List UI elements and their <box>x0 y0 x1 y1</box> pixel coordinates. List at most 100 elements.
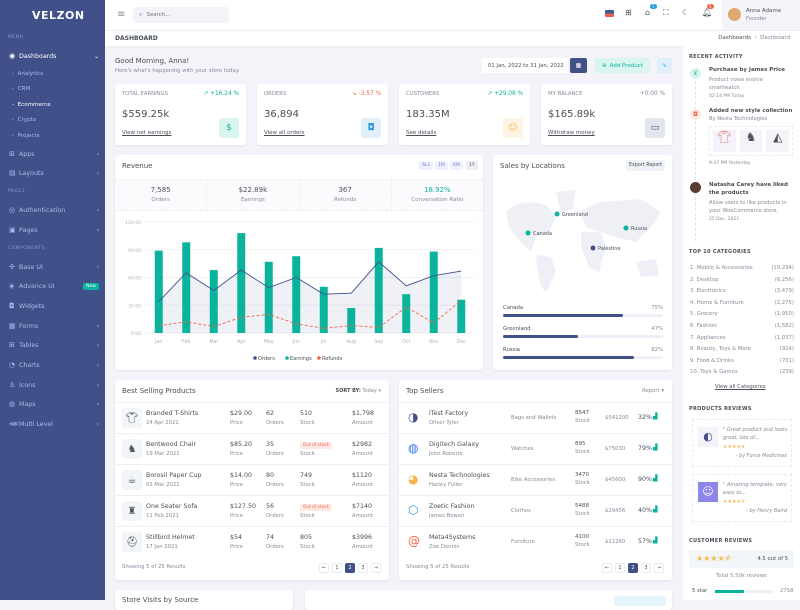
tshirt-image[interactable]: 👚︎ <box>713 130 736 152</box>
sidebar-item-forms[interactable]: ▦ Forms › <box>9 320 99 332</box>
sidebar-item-charts[interactable]: ◔ Charts › <box>9 359 99 371</box>
category-item[interactable]: 7. Appliances (1,037) <box>690 335 794 341</box>
sidebar-sub-crm[interactable]: - CRM <box>12 86 31 92</box>
sidebar-item-advance-ui[interactable]: ◈ Advance UI New <box>9 280 99 292</box>
category-item[interactable]: 10. Toys & Games (239) <box>690 369 794 375</box>
category-item[interactable]: 5. Grocery (1,950) <box>690 311 794 317</box>
marker-canada[interactable] <box>525 230 531 236</box>
page-button[interactable]: → <box>654 563 664 573</box>
page-button[interactable]: 3 <box>358 563 368 573</box>
sidebar-item-widgets[interactable]: ◘ Widgets <box>9 300 99 312</box>
chair-image[interactable]: ♞ <box>739 130 763 152</box>
report-dropdown[interactable]: Report ▾ <box>642 388 664 394</box>
stat-link[interactable]: View all orders <box>264 130 305 136</box>
apps-grid-icon[interactable]: ⊞ <box>625 8 632 17</box>
filter-1m[interactable]: 1M <box>435 161 448 170</box>
earnings-bar[interactable] <box>209 270 218 333</box>
sidebar-item-layouts[interactable]: ▤ Layouts › <box>9 167 99 179</box>
product-row[interactable]: ♞ Bentwood Chair 19 Mar 2021 $85.20 Price 35 O… <box>115 433 389 464</box>
sort-dropdown[interactable]: SORT BY: Today ▾ <box>335 388 381 394</box>
fullscreen-icon[interactable]: ⛶ <box>663 8 669 17</box>
sidebar-item-apps[interactable]: ⊞ Apps › <box>9 148 99 160</box>
product-name[interactable]: Bentwood Chair <box>146 441 197 448</box>
sidebar-item-authentication[interactable]: ◎ Authentication › <box>9 204 99 216</box>
sidebar-sub-crypto[interactable]: - Crypto <box>12 117 37 123</box>
seller-row[interactable]: ◍ Digitech Galaxy John Roberts Watches 895 St… <box>399 433 672 464</box>
seller-name[interactable]: Digitech Galaxy <box>429 441 479 448</box>
menu-toggle-icon[interactable]: ≡ <box>117 9 126 20</box>
seller-row[interactable]: @ Meta4Systems Zoe Dennis Furniture 4100 Stoc… <box>399 526 672 557</box>
earnings-bar[interactable] <box>237 233 246 333</box>
earnings-bar[interactable] <box>457 299 466 333</box>
seller-name[interactable]: Zoetic Fashion <box>429 503 475 510</box>
page-button[interactable]: ← <box>319 563 329 573</box>
earnings-bar[interactable] <box>154 250 163 333</box>
page-button[interactable]: 2 <box>628 563 638 573</box>
us-flag-icon[interactable] <box>605 10 614 17</box>
category-item[interactable]: 3. Electronics (3,479) <box>690 288 794 294</box>
sidebar-sub-ecommerce[interactable]: - Ecommerce <box>12 102 51 108</box>
earnings-bar[interactable] <box>429 251 438 333</box>
activity-toggle-icon[interactable]: ∿ <box>657 58 672 73</box>
product-name[interactable]: Borosil Paper Cup <box>146 472 202 479</box>
bell-icon[interactable]: 🔔︎ <box>702 8 713 17</box>
seller-row[interactable]: ◕ Nesta Technologies Harley Fuller Bike Acc… <box>399 464 672 495</box>
stat-link[interactable]: See details <box>406 130 437 136</box>
product-name[interactable]: One Seater Sofa <box>146 503 198 510</box>
sidebar-item-icons[interactable]: ♙ Icons › <box>9 379 99 391</box>
seller-name[interactable]: Nesta Technologies <box>429 472 490 479</box>
product-row[interactable]: ♜ One Seater Sofa 11 Feb 2021 $127.50 Price 5… <box>115 495 389 526</box>
seller-name[interactable]: Meta4Systems <box>429 534 476 541</box>
marker-russia[interactable] <box>623 225 629 231</box>
calendar-icon[interactable]: ▦ <box>570 58 587 73</box>
category-item[interactable]: 6. Fashion (1,582) <box>690 323 794 329</box>
sidebar-item-multi-level[interactable]: ⋘ Multi Level › <box>9 418 99 430</box>
earnings-bar[interactable] <box>374 247 383 333</box>
search-box[interactable]: ⌕ <box>133 7 229 23</box>
page-button[interactable]: 3 <box>641 563 651 573</box>
product-row[interactable]: ☕︎ Borosil Paper Cup 01 Mar 2021 $14.00 Pric… <box>115 464 389 495</box>
stat-link[interactable]: View net earnings <box>122 130 172 136</box>
filter-6m[interactable]: 6M <box>450 161 463 170</box>
product-row[interactable]: 👕︎ Branded T-Shirts 24 Apr 2021 $29.00 Price… <box>115 402 389 433</box>
world-map[interactable]: Greenland Canada Russia Palestine <box>501 187 665 297</box>
date-range-input[interactable]: 01 Jan, 2022 to 31 Jan, 2022 <box>482 58 568 73</box>
product-row[interactable]: ⛑︎ Stillbird Helmet 17 Jan 2021 $54 Price 74 O… <box>115 526 389 557</box>
sidebar-item-tables[interactable]: ⊞ Tables › <box>9 339 99 351</box>
category-item[interactable]: 1. Mobile & Accessories (10,294) <box>690 265 794 271</box>
view-all-categories-link[interactable]: View all Categories <box>715 384 766 390</box>
sidebar-sub-analytics[interactable]: - Analytics <box>12 71 43 77</box>
seller-name[interactable]: iTest Factory <box>429 410 469 417</box>
breadcrumb-item[interactable]: Dashboards <box>718 35 751 41</box>
sidebar-item-base-ui[interactable]: ✣ Base UI › <box>9 261 99 273</box>
search-input[interactable] <box>146 12 217 18</box>
add-product-button[interactable]: ⊕ Add Product <box>595 58 650 73</box>
earnings-bar[interactable] <box>347 308 356 333</box>
cart-icon[interactable]: ⌂ <box>645 8 651 17</box>
filter-all[interactable]: ALL <box>419 161 434 170</box>
marker-greenland[interactable] <box>554 211 560 217</box>
sidebar-item-dashboards[interactable]: ◉ Dashboards ⌄ <box>9 50 99 62</box>
page-button[interactable]: → <box>371 563 381 573</box>
legend-label[interactable]: Earnings <box>290 356 312 362</box>
dark-mode-icon[interactable]: ☾ <box>682 8 690 17</box>
page-button[interactable]: 2 <box>345 563 355 573</box>
legend-label[interactable]: Refunds <box>322 356 343 362</box>
bag-image[interactable]: ◭ <box>766 130 790 152</box>
earnings-bar[interactable] <box>402 294 411 333</box>
export-report-button[interactable]: Export Report <box>626 160 666 171</box>
earnings-bar[interactable] <box>319 286 328 333</box>
sidebar-item-maps[interactable]: ◍ Maps › <box>9 398 99 410</box>
earnings-bar[interactable] <box>182 242 191 333</box>
page-button[interactable]: ← <box>602 563 612 573</box>
category-item[interactable]: 2. Desktop (6,256) <box>690 277 794 283</box>
earnings-bar[interactable] <box>292 256 301 333</box>
seller-row[interactable]: ⬡ Zoetic Fashion James Bowen Clothes 5488 Sto… <box>399 495 672 526</box>
legend-label[interactable]: Orders <box>258 356 275 362</box>
category-item[interactable]: 9. Food & Drinks (701) <box>690 358 794 364</box>
product-name[interactable]: Stillbird Helmet <box>146 534 195 541</box>
sidebar-sub-projects[interactable]: - Projects <box>12 133 40 139</box>
product-name[interactable]: Branded T-Shirts <box>146 410 199 417</box>
category-item[interactable]: 4. Home & Furniture (2,275) <box>690 300 794 306</box>
logo[interactable]: VELZON <box>32 9 85 22</box>
